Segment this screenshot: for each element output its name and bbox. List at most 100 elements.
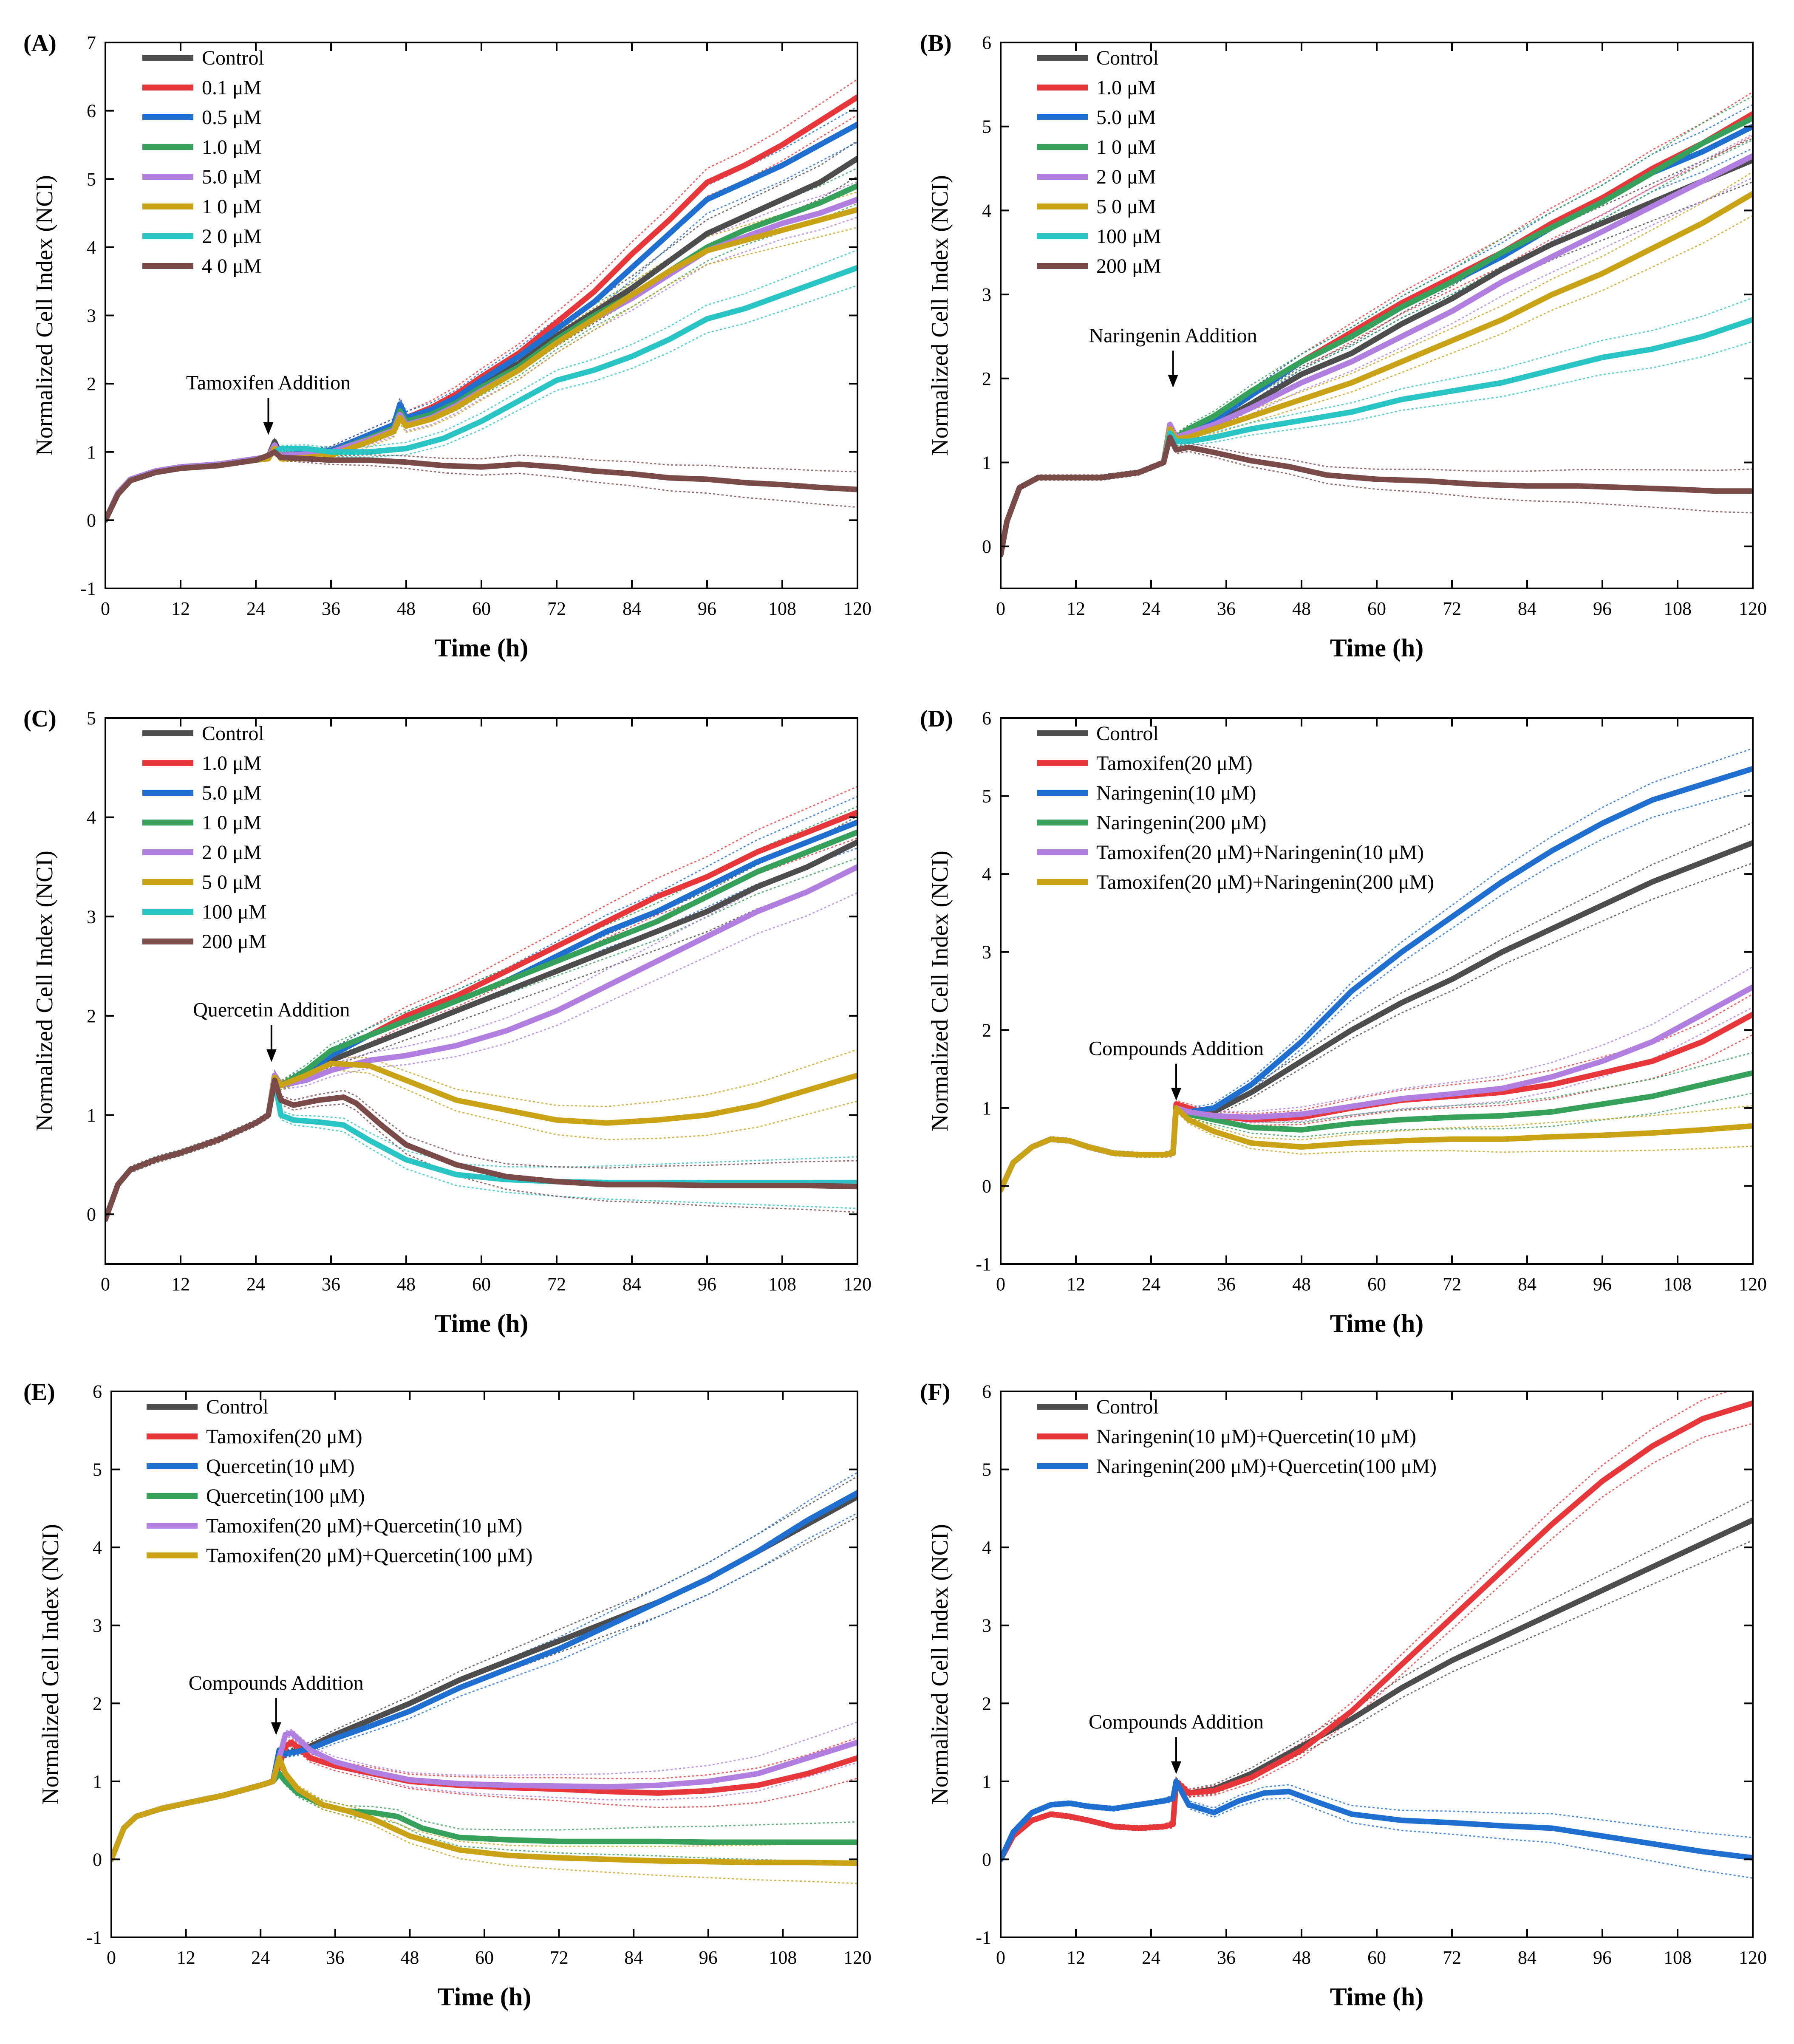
x-tick-label: 24: [251, 1947, 270, 1968]
x-tick-label: 120: [1739, 598, 1767, 619]
series-band-4: [105, 203, 857, 523]
y-tick-label: 4: [87, 237, 96, 258]
x-tick-label: 0: [101, 598, 110, 619]
series-band-5: [105, 892, 857, 1223]
legend-label: 1 0 μM: [202, 811, 261, 834]
y-tick-label: 4: [93, 1537, 102, 1558]
x-tick-label: 36: [326, 1947, 345, 1968]
x-tick-label: 48: [1292, 1274, 1311, 1295]
x-tick-label: 108: [1664, 1274, 1692, 1295]
x-tick-label: 12: [1067, 1947, 1085, 1968]
x-tick-label: 84: [1518, 1274, 1537, 1295]
legend-label: Naringenin(200 μM)+Quercetin(100 μM): [1096, 1455, 1437, 1478]
x-tick-label: 84: [1518, 598, 1537, 619]
y-axis-title: Normalized Cell Index (NCI): [927, 175, 953, 456]
x-axis-title: Time (h): [435, 634, 529, 662]
x-tick-label: 120: [1739, 1947, 1767, 1968]
series-band-7: [105, 1076, 857, 1217]
legend-label: Control: [1096, 722, 1159, 745]
x-tick-label: 0: [107, 1947, 116, 1968]
annotation-text: Tamoxifen Addition: [186, 372, 351, 394]
legend: Control Tamoxifen(20 μM) Quercetin(10 μM) Q…: [147, 1396, 532, 1567]
x-tick-label: 24: [1142, 1274, 1160, 1295]
y-tick-label: 0: [982, 536, 991, 557]
series-band-4: [105, 806, 857, 1217]
legend-label: Naringenin(10 μM): [1096, 782, 1256, 804]
y-tick-label: 2: [87, 1006, 96, 1026]
series-band-6: [105, 1049, 857, 1217]
plot-area: [1001, 748, 1753, 1193]
x-tick-label: 108: [769, 1947, 797, 1968]
annotation-text: Quercetin Addition: [193, 999, 350, 1021]
x-tick-label: 36: [1217, 1274, 1236, 1295]
x-tick-label: 24: [1142, 598, 1160, 619]
legend-label: Control: [206, 1396, 269, 1418]
annotation-text: Compounds Addition: [189, 1672, 364, 1694]
legend-label: Tamoxifen(20 μM)+Naringenin(200 μM): [1096, 871, 1434, 893]
legend-label: 1.0 μM: [202, 136, 261, 158]
x-tick-label: 108: [1664, 1947, 1692, 1968]
y-axis-title: Normalized Cell Index (NCI): [927, 1524, 953, 1805]
annotation-text: Compounds Addition: [1089, 1711, 1264, 1733]
series-band-1: [105, 867, 857, 1223]
x-tick-label: 24: [246, 598, 265, 619]
y-tick-label: 2: [93, 1693, 102, 1714]
x-tick-label: 120: [843, 1947, 872, 1968]
y-tick-label: 1: [93, 1771, 102, 1792]
annotation-text: Naringenin Addition: [1089, 324, 1257, 347]
x-tick-label: 60: [472, 598, 491, 619]
y-tick-label: 6: [982, 708, 991, 729]
y-tick-label: 0: [87, 1204, 96, 1225]
x-tick-label: 24: [246, 1274, 265, 1295]
x-axis-title: Time (h): [1330, 1983, 1424, 2011]
panel-label: (F): [920, 1379, 951, 1405]
y-axis-title: Normalized Cell Index (NCI): [927, 851, 953, 1131]
x-tick-label: 120: [843, 1274, 872, 1295]
x-tick-label: 36: [322, 598, 340, 619]
y-tick-label: 0: [982, 1849, 991, 1870]
series-line-6: [1001, 1105, 1753, 1193]
plot-area: [1001, 1391, 1753, 1879]
plot-area: [1001, 91, 1753, 558]
x-tick-label: 24: [1142, 1947, 1160, 1968]
x-tick-label: 0: [101, 1274, 110, 1295]
legend-label: Tamoxifen(20 μM)+Quercetin(100 μM): [206, 1544, 532, 1567]
x-tick-label: 60: [1367, 598, 1386, 619]
y-tick-label: 0: [93, 1849, 102, 1870]
series-band-7: [105, 285, 857, 523]
legend-label: 100 μM: [1096, 225, 1161, 248]
x-tick-label: 72: [1443, 598, 1461, 619]
x-tick-label: 96: [698, 598, 716, 619]
x-tick-label: 96: [1593, 1947, 1612, 1968]
panel-label: (B): [920, 30, 952, 57]
panel-label: (A): [23, 30, 57, 57]
annotation: Tamoxifen Addition: [186, 372, 351, 435]
series-line-8: [105, 1077, 857, 1222]
y-tick-label: 5: [87, 708, 96, 729]
y-tick-label: 1: [982, 1098, 991, 1119]
panel-f: (F)0 12 24 36 48 60 72 84 96 108 120-10123456Time …: [920, 1379, 1767, 2011]
x-tick-label: 72: [1443, 1274, 1461, 1295]
legend: Control 1.0 μM 5.0 μM 1 0 μM 2 0 μM 5 0 μM 100…: [142, 722, 266, 953]
legend: Control Tamoxifen(20 μM) Naringenin(10 μM)…: [1037, 722, 1434, 893]
legend-label: 5.0 μM: [202, 782, 261, 804]
y-tick-label: 3: [93, 1615, 102, 1636]
y-tick-label: 4: [982, 864, 991, 885]
y-axis-title: Normalized Cell Index (NCI): [37, 1524, 64, 1805]
legend-label: Control: [202, 47, 264, 69]
plot-area: [105, 786, 857, 1223]
series-band-2: [105, 837, 857, 1223]
x-tick-label: 48: [1292, 1947, 1311, 1968]
series-band-8: [105, 454, 857, 523]
x-tick-label: 36: [1217, 598, 1236, 619]
x-axis-title: Time (h): [1330, 1309, 1424, 1337]
y-tick-label: -1: [976, 1927, 991, 1948]
arrow-down-icon: [1171, 1088, 1181, 1101]
y-tick-label: 3: [982, 942, 991, 963]
panel-label: (C): [23, 706, 57, 732]
x-tick-label: 84: [624, 1947, 643, 1968]
y-tick-label: 6: [93, 1381, 102, 1402]
y-tick-label: 2: [87, 373, 96, 394]
x-tick-label: 12: [171, 598, 190, 619]
